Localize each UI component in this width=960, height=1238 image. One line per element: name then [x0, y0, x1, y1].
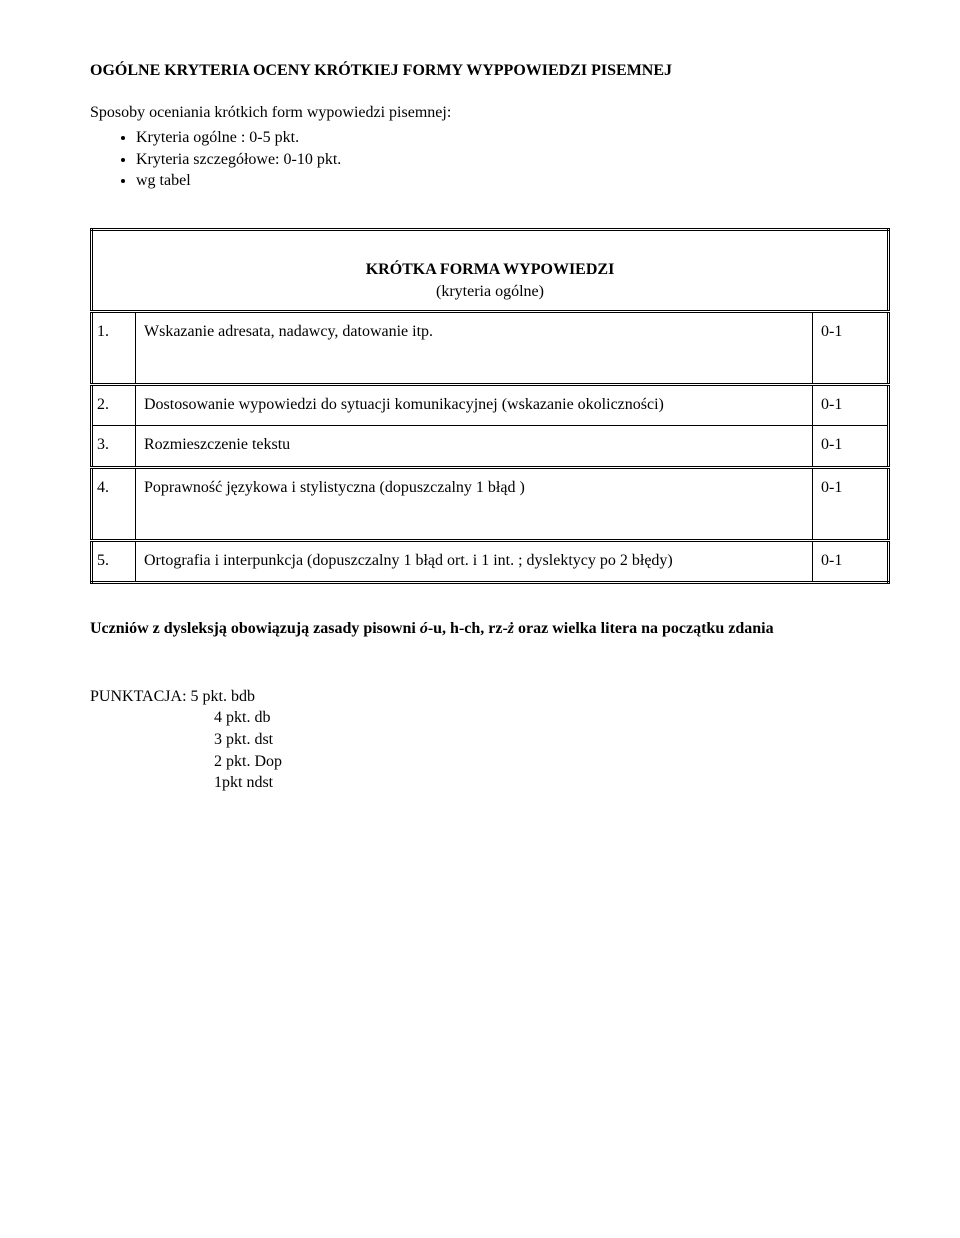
- criterion-text: Poprawność językowa i stylistyczna (dopu…: [136, 469, 813, 539]
- list-item: Kryteria szczegółowe: 0-10 pkt.: [136, 149, 890, 171]
- criterion-score: 0-1: [813, 426, 888, 466]
- note-text: Uczniów z dysleksją obowiązują zasady pi…: [90, 620, 420, 637]
- table-row: 2. Dostosowanie wypowiedzi do sytuacji k…: [93, 386, 887, 426]
- page-title: OGÓLNE KRYTERIA OCENY KRÓTKIEJ FORMY WYP…: [90, 60, 890, 82]
- table-row: 3. Rozmieszczenie tekstu 0-1: [93, 426, 887, 466]
- criterion-number: 3.: [93, 426, 136, 466]
- criterion-score: 0-1: [813, 386, 888, 426]
- table-header-main: KRÓTKA FORMA WYPOWIEDZI: [366, 261, 615, 278]
- table-row: 5. Ortografia i interpunkcja (dopuszczal…: [93, 542, 887, 582]
- criterion-number: 1.: [93, 313, 136, 383]
- criterion-score: 0-1: [813, 469, 888, 539]
- criterion-text: Ortografia i interpunkcja (dopuszczalny …: [136, 542, 813, 582]
- note-text: -u, h-ch, rz-: [428, 620, 508, 637]
- punktacja-block: PUNKTACJA: 5 pkt. bdb 4 pkt. db 3 pkt. d…: [90, 686, 890, 794]
- punktacja-line: 2 pkt. Dop: [90, 751, 890, 773]
- criterion-text: Wskazanie adresata, nadawcy, datowanie i…: [136, 313, 813, 383]
- dyslexia-note: Uczniów z dysleksją obowiązują zasady pi…: [90, 618, 890, 640]
- intro-text: Sposoby oceniania krótkich form wypowied…: [90, 102, 890, 124]
- criterion-text: Rozmieszczenie tekstu: [136, 426, 813, 466]
- list-item: Kryteria ogólne : 0-5 pkt.: [136, 127, 890, 149]
- criteria-table: KRÓTKA FORMA WYPOWIEDZI (kryteria ogólne…: [90, 228, 890, 584]
- criterion-number: 5.: [93, 542, 136, 582]
- note-em: ó: [420, 620, 428, 637]
- table-row: 1. Wskazanie adresata, nadawcy, datowani…: [93, 313, 887, 383]
- list-item: wg tabel: [136, 170, 890, 192]
- punktacja-line: 4 pkt. db: [90, 707, 890, 729]
- note-text: oraz wielka litera na początku zdania: [514, 620, 774, 637]
- table-header-sub: (kryteria ogólne): [101, 281, 879, 303]
- criterion-number: 2.: [93, 386, 136, 426]
- punktacja-label: PUNKTACJA:: [90, 688, 191, 705]
- table-header: KRÓTKA FORMA WYPOWIEDZI (kryteria ogólne…: [92, 229, 889, 311]
- punktacja-line: 3 pkt. dst: [90, 729, 890, 751]
- criterion-score: 0-1: [813, 542, 888, 582]
- table-row: 4. Poprawność językowa i stylistyczna (d…: [93, 469, 887, 539]
- criterion-text: Dostosowanie wypowiedzi do sytuacji komu…: [136, 386, 813, 426]
- punktacja-line: 5 pkt. bdb: [191, 688, 255, 705]
- criterion-score: 0-1: [813, 313, 888, 383]
- bullet-list: Kryteria ogólne : 0-5 pkt. Kryteria szcz…: [90, 127, 890, 192]
- criterion-number: 4.: [93, 469, 136, 539]
- punktacja-line: 1pkt ndst: [90, 772, 890, 794]
